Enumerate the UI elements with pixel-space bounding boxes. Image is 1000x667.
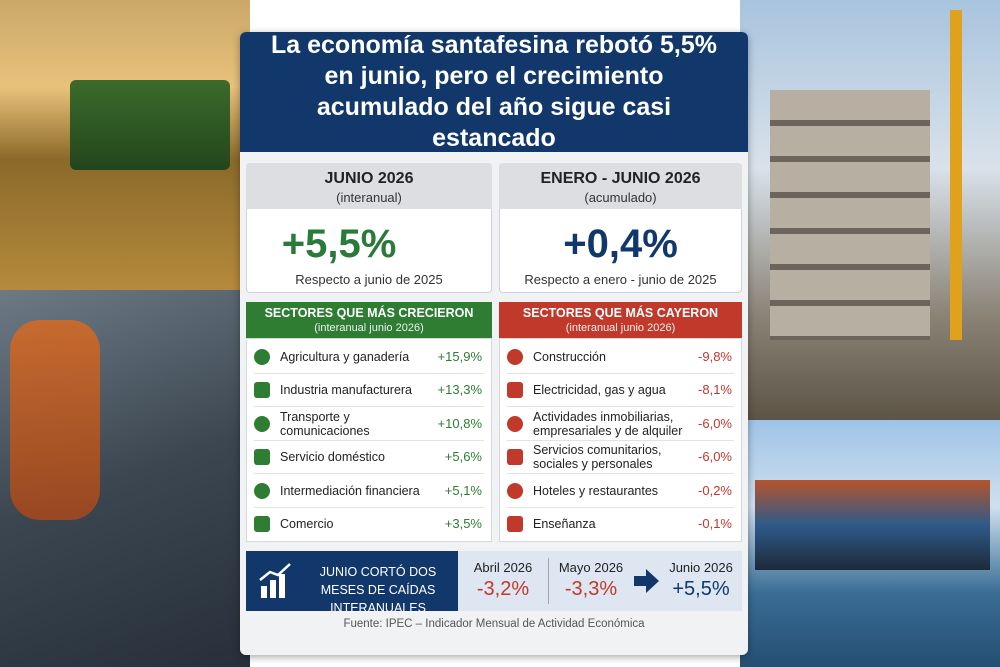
list-header bbox=[246, 302, 492, 338]
arrow-icon bbox=[634, 569, 659, 593]
sector-icon bbox=[507, 382, 523, 399]
row-divider bbox=[254, 373, 484, 374]
sector-name: Comercio bbox=[280, 517, 334, 531]
sector-name: Electricidad, gas y agua bbox=[533, 383, 666, 398]
sector-name: Industria manufacturera bbox=[280, 383, 413, 398]
card-subtitle: (acumulado) bbox=[584, 190, 657, 205]
card-title: ENERO - JUNIO 2026 bbox=[540, 170, 701, 187]
sector-name: Actividades inmobiliarias, empresariales… bbox=[533, 409, 683, 438]
sector-icon bbox=[507, 449, 523, 466]
sector-value: -0,2% bbox=[698, 482, 732, 498]
card-subtitle: (interanual) bbox=[336, 190, 402, 205]
timeline-label: Mayo 2026 bbox=[558, 560, 624, 575]
photo-building bbox=[770, 90, 930, 340]
divider bbox=[548, 558, 549, 604]
timeline-label: Junio 2026 bbox=[669, 560, 733, 575]
card-value: +5,5% bbox=[281, 222, 397, 266]
card-value: +0,4% bbox=[563, 222, 678, 266]
sector-name: Construcción bbox=[533, 350, 606, 364]
sector-name: Enseñanza bbox=[533, 517, 596, 531]
row-divider bbox=[507, 439, 734, 441]
timeline-label: Abril 2026 bbox=[473, 560, 533, 575]
sector-value: -6,0% bbox=[698, 415, 732, 431]
sector-name: Transporte y comunicaciones bbox=[280, 409, 370, 438]
sector-value: +15,9% bbox=[437, 349, 482, 364]
sector-icon bbox=[507, 415, 523, 432]
card-header bbox=[246, 163, 492, 209]
sector-value: +5,6% bbox=[444, 449, 482, 465]
timeline-value: +5,5% bbox=[672, 578, 730, 600]
sector-name: Agricultura y ganadería bbox=[280, 350, 410, 364]
sector-icon bbox=[254, 415, 270, 432]
timeline-value: -3,3% bbox=[564, 578, 618, 600]
sector-icon bbox=[254, 382, 270, 399]
card-title: JUNIO 2026 bbox=[324, 170, 414, 187]
photo-harvester bbox=[70, 80, 230, 170]
row-divider bbox=[254, 473, 484, 475]
photo-ship bbox=[755, 480, 990, 570]
row-divider bbox=[254, 406, 484, 408]
list-subtitle: (interanual junio 2026) bbox=[314, 322, 424, 334]
row-divider bbox=[507, 373, 734, 374]
sector-value: -6,0% bbox=[698, 449, 732, 465]
sector-value: +13,3% bbox=[437, 382, 482, 398]
sector-name: Servicios comunitarios, sociales y perso… bbox=[533, 443, 662, 472]
sector-value: +5,1% bbox=[444, 482, 482, 498]
sector-name: Hoteles y restaurantes bbox=[533, 483, 659, 498]
chart-icon bbox=[259, 563, 291, 598]
sector-value: +3,5% bbox=[444, 516, 482, 531]
sector-icon bbox=[507, 349, 523, 365]
timeline-box bbox=[458, 551, 742, 611]
sector-icon bbox=[254, 449, 270, 466]
sector-icon bbox=[507, 516, 523, 532]
row-divider bbox=[254, 439, 484, 441]
sector-icon bbox=[254, 349, 270, 365]
sector-value: -9,8% bbox=[698, 349, 732, 364]
sector-name: Intermediación financiera bbox=[280, 483, 420, 498]
photo-crane bbox=[950, 10, 962, 340]
timeline-value: -3,2% bbox=[476, 578, 530, 600]
row-divider bbox=[507, 473, 734, 475]
sector-icon bbox=[254, 516, 270, 532]
sector-icon bbox=[254, 482, 270, 499]
row-divider bbox=[507, 506, 734, 508]
source: Fuente: IPEC – Indicador Mensual de Acti… bbox=[343, 618, 645, 630]
title: La economía santafesina rebotó 5,5% en j… bbox=[271, 31, 717, 152]
list-header bbox=[499, 302, 742, 338]
card-header bbox=[499, 163, 742, 209]
title-box: La economía santafesina rebotó 5,5% en j… bbox=[240, 31, 748, 152]
card-note: Respecto a enero - junio de 2025 bbox=[524, 272, 717, 287]
row-divider bbox=[254, 506, 484, 508]
sector-icon bbox=[507, 482, 523, 499]
list-title: SECTORES QUE MÁS CRECIERON bbox=[264, 306, 474, 320]
sector-value: -0,1% bbox=[698, 516, 732, 531]
sector-value: +10,8% bbox=[437, 415, 482, 431]
row-divider bbox=[507, 406, 734, 408]
list-subtitle: (interanual junio 2026) bbox=[565, 322, 676, 334]
sector-name: Servicio doméstico bbox=[280, 450, 385, 465]
photo-robot bbox=[10, 320, 100, 520]
sector-value: -8,1% bbox=[698, 382, 732, 398]
list-title: SECTORES QUE MÁS CAYERON bbox=[522, 306, 719, 320]
card-note: Respecto a junio de 2025 bbox=[295, 272, 443, 287]
timeline-text: JUNIO CORTÓ DOS MESES DE CAÍDAS INTERANU… bbox=[319, 565, 437, 615]
